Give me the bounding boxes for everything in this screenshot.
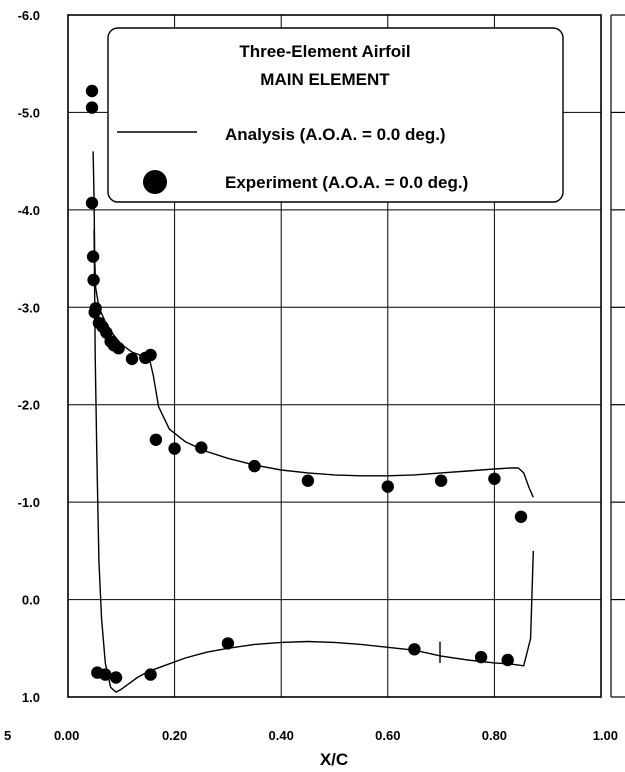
right-axis-tick-stubs <box>610 14 625 698</box>
y-tick-label-4: -2.0 <box>18 398 40 413</box>
x-tick-label-4: 0.80 <box>482 728 507 743</box>
analysis-line-upper <box>92 151 534 498</box>
legend-label-experiment: Experiment (A.O.A. = 0.0 deg.) <box>225 173 468 192</box>
legend-box <box>107 27 564 203</box>
plot-frame <box>67 14 602 698</box>
experiment-point-13 <box>125 352 139 366</box>
y-tick-label-1: -5.0 <box>18 105 40 120</box>
x-tick-label-3: 0.60 <box>375 728 400 743</box>
experiment-point-27 <box>109 671 123 684</box>
x-tick-label-left-partial: 5 <box>4 728 11 743</box>
y-tick-label-6: 0.0 <box>22 593 40 608</box>
experiment-point-0 <box>85 84 99 98</box>
experiment-point-24 <box>514 510 528 523</box>
experiment-point-3 <box>86 250 100 263</box>
experiment-point-28 <box>144 668 157 681</box>
experiment-point-2 <box>85 196 99 210</box>
experiment-point-22 <box>434 474 448 487</box>
experiment-point-19 <box>248 459 261 473</box>
experiment-point-23 <box>488 472 501 485</box>
x-axis-label: X/C <box>320 750 348 769</box>
experiment-point-4 <box>87 273 100 287</box>
experiment-point-26 <box>99 668 112 681</box>
y-tick-label-0: -6.0 <box>18 8 40 23</box>
chart-title: Three-Element Airfoil <box>239 42 410 61</box>
experiment-point-32 <box>501 653 514 667</box>
experiment-point-6 <box>89 302 102 315</box>
analysis-line-lower <box>93 229 534 693</box>
y-tick-label-7: 1.0 <box>22 690 40 705</box>
series-layer <box>85 84 534 693</box>
legend-dot-symbol <box>143 170 167 194</box>
experiment-point-15 <box>144 348 157 362</box>
y-tick-label-5: -1.0 <box>18 495 40 510</box>
experiment-point-20 <box>301 474 315 487</box>
y-tick-label-2: -4.0 <box>18 203 40 218</box>
experiment-point-31 <box>474 650 488 664</box>
legend-label-analysis: Analysis (A.O.A. = 0.0 deg.) <box>225 125 446 144</box>
experiment-point-18 <box>195 441 208 454</box>
x-tick-label-2: 0.40 <box>269 728 294 743</box>
experiment-point-21 <box>381 480 394 493</box>
x-tick-labels: 0.00 0.20 0.40 0.60 0.80 1.00 <box>54 728 618 743</box>
experiment-point-12 <box>112 342 125 355</box>
legend: Three-Element Airfoil MAIN ELEMENT Analy… <box>107 27 564 203</box>
x-tick-label-0: 0.00 <box>54 728 79 743</box>
y-tick-label-3: -3.0 <box>18 300 40 315</box>
y-tick-labels: -6.0 -5.0 -4.0 -3.0 -2.0 -1.0 0.0 1.0 <box>18 8 40 705</box>
experiment-point-30 <box>408 643 421 656</box>
x-tick-label-5: 1.00 <box>593 728 618 743</box>
x-tick-label-1: 0.20 <box>162 728 187 743</box>
experiment-point-17 <box>168 442 181 455</box>
experiment-point-16 <box>149 433 163 446</box>
experiment-point-29 <box>221 637 235 650</box>
experiment-point-1 <box>85 101 99 114</box>
chart-subtitle: MAIN ELEMENT <box>260 70 390 89</box>
